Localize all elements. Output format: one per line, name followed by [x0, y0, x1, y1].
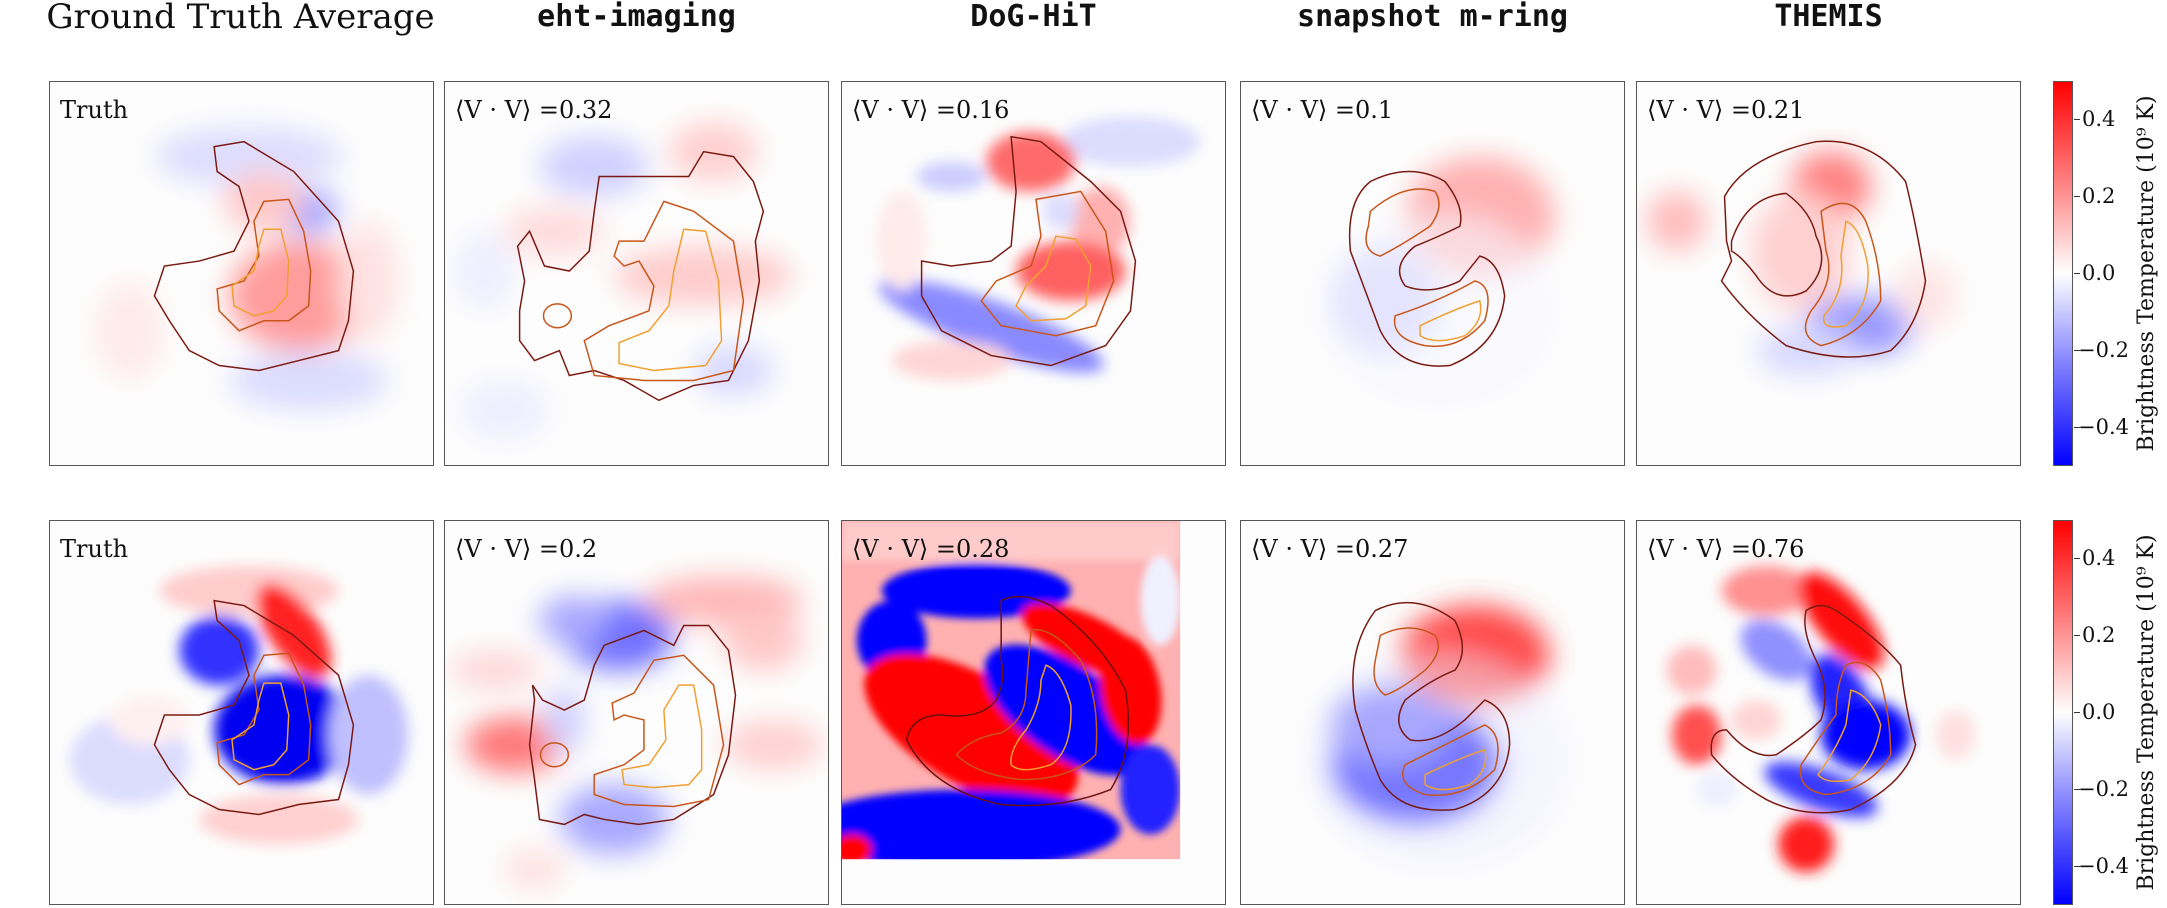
panel-model1-themis: ⟨V · V⟩ =0.21 — [1636, 81, 2021, 466]
colorbar-tick — [2074, 196, 2080, 197]
colorbar-tick-label: 0.2 — [2082, 184, 2116, 208]
column-title-dog-hit: DoG-HiT — [970, 0, 1097, 34]
colorbar-tick-label: −0.4 — [2078, 854, 2129, 878]
colorbar-tick — [2074, 866, 2080, 867]
colorbar-tick — [2074, 119, 2080, 120]
column-title-ground-truth: Ground Truth Average — [46, 0, 435, 37]
panel-model2-dog-hit: ⟨V · V⟩ =0.28 — [841, 520, 1226, 905]
panel-label: ⟨V · V⟩ =0.2 — [455, 535, 598, 563]
panel-model1-snapshot-m-ring: ⟨V · V⟩ =0.1 — [1240, 81, 1625, 466]
panel-label: Truth — [60, 535, 129, 563]
heatmap-image — [454, 121, 794, 441]
row-label-model-2: Model 2 — [0, 644, 88, 784]
heatmap-image — [1320, 156, 1560, 411]
colorbar-tick-label: 0.0 — [2082, 700, 2116, 724]
panel-model2-truth: Truth — [49, 520, 434, 905]
heatmap-image — [449, 575, 824, 890]
column-title-snapshot-m-ring: snapshot m-ring — [1297, 0, 1568, 34]
panel-model1-eht-imaging: ⟨V · V⟩ =0.32 — [444, 81, 829, 466]
colorbar-tick-label: 0.0 — [2082, 261, 2116, 285]
heatmap-image — [1310, 601, 1570, 870]
panel-label: ⟨V · V⟩ =0.76 — [1647, 535, 1805, 563]
panel-label: ⟨V · V⟩ =0.21 — [1647, 96, 1805, 124]
panel-model2-eht-imaging: ⟨V · V⟩ =0.2 — [444, 520, 829, 905]
row-label-model-1: Model 1 — [0, 205, 88, 345]
panel-label: Truth — [60, 96, 129, 124]
colorbar-title: Brightness Temperature (10⁹ K) — [2134, 95, 2159, 452]
colorbar-tick — [2074, 350, 2080, 351]
column-title-eht-imaging: eht-imaging — [537, 0, 736, 34]
panel-label: ⟨V · V⟩ =0.16 — [852, 96, 1010, 124]
panel-model1-truth: Truth — [49, 81, 434, 466]
colorbar-tick — [2074, 558, 2080, 559]
panel-label: ⟨V · V⟩ =0.1 — [1251, 96, 1394, 124]
colorbar-model-2 — [2053, 520, 2073, 905]
heatmap-image — [94, 126, 399, 411]
colorbar-tick — [2074, 273, 2080, 274]
panel-model1-dog-hit: ⟨V · V⟩ =0.16 — [841, 81, 1226, 466]
panel-label: ⟨V · V⟩ =0.27 — [1251, 535, 1409, 563]
colorbar-tick — [2074, 789, 2080, 790]
colorbar-tick-label: 0.2 — [2082, 623, 2116, 647]
colorbar-title: Brightness Temperature (10⁹ K) — [2134, 534, 2159, 891]
panel-model2-snapshot-m-ring: ⟨V · V⟩ =0.27 — [1240, 520, 1625, 905]
column-title-themis: THEMIS — [1774, 0, 1883, 34]
colorbar-tick — [2074, 712, 2080, 713]
colorbar-tick-label: −0.2 — [2078, 338, 2129, 362]
panel-label: ⟨V · V⟩ =0.32 — [455, 96, 613, 124]
colorbar-tick-label: 0.4 — [2082, 107, 2116, 131]
panel-label: ⟨V · V⟩ =0.28 — [852, 535, 1010, 563]
panel-model2-themis: ⟨V · V⟩ =0.76 — [1636, 520, 2021, 905]
heatmap-image — [876, 116, 1201, 381]
colorbar-model-1 — [2053, 81, 2073, 466]
colorbar-tick — [2074, 427, 2080, 428]
colorbar-tick-label: −0.4 — [2078, 415, 2129, 439]
colorbar-tick — [2074, 635, 2080, 636]
heatmap-image — [1666, 565, 1976, 873]
colorbar-tick-label: 0.4 — [2082, 546, 2116, 570]
heatmap-image — [842, 521, 1225, 904]
colorbar-tick-label: −0.2 — [2078, 777, 2129, 801]
heatmap-image — [1646, 140, 1956, 376]
heatmap-image — [69, 565, 409, 845]
